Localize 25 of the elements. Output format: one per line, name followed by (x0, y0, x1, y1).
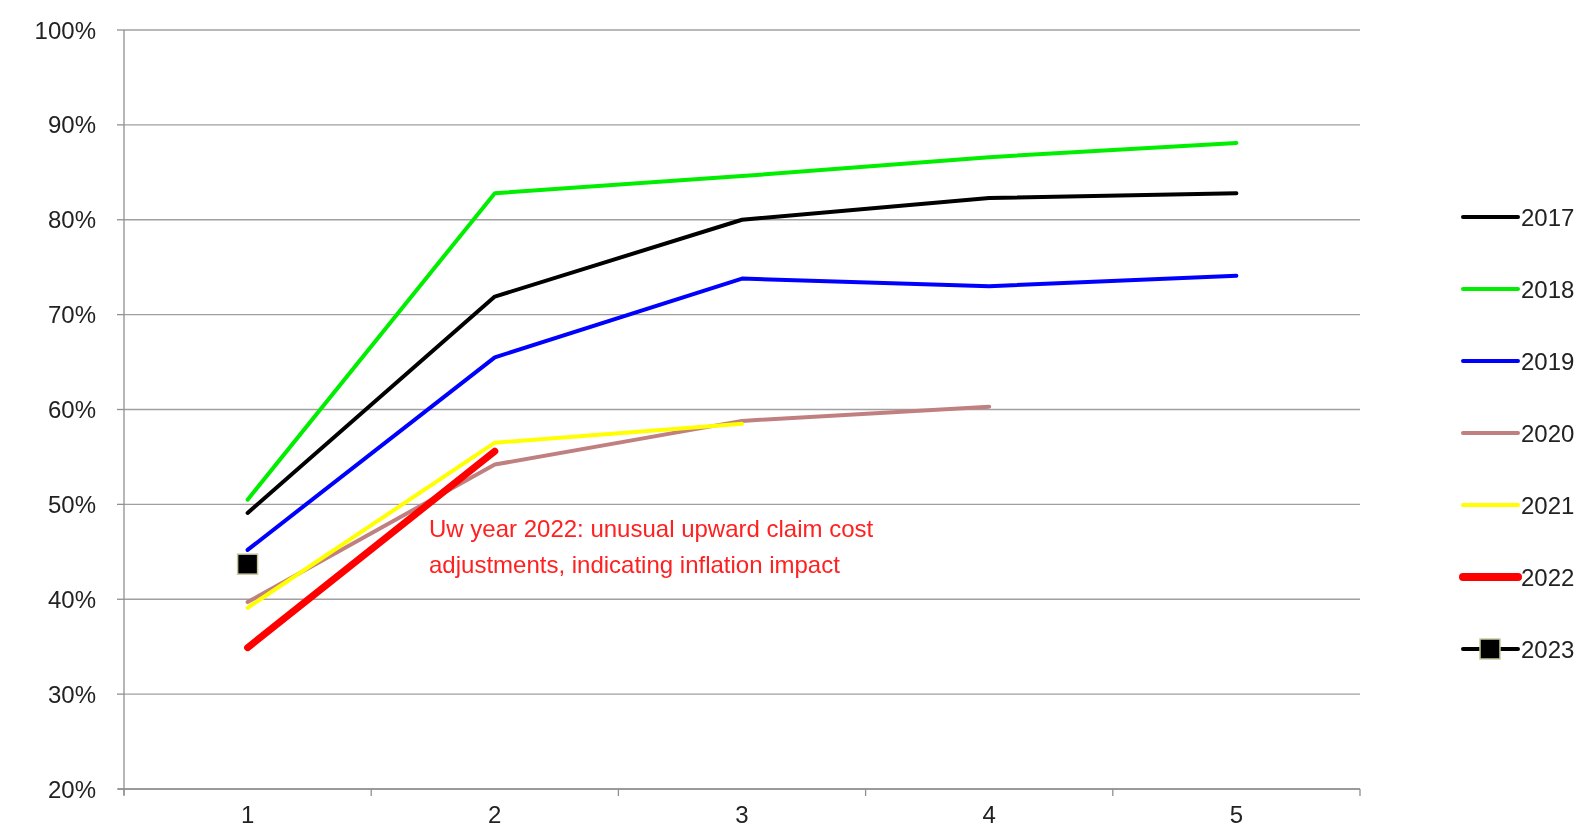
line-series (245, 191, 1239, 515)
y-tick-label: 90% (47, 111, 96, 139)
legend-label: 2023 (1521, 635, 1575, 663)
x-tick-label: 3 (735, 801, 749, 828)
annotation: Uw year 2022: unusual upward claim cost adjustments, indicating inflation impact (429, 515, 874, 578)
y-tick-label: 80% (47, 206, 96, 234)
y-tick-label: 50% (47, 490, 96, 518)
x-tick-label: 2 (488, 801, 502, 828)
line-series (245, 273, 1239, 552)
x-tick-label: 4 (982, 801, 996, 828)
y-tick-label: 20% (47, 775, 96, 803)
y-tick-label: 100% (34, 16, 96, 44)
y-tick-label: 30% (47, 680, 96, 708)
x-tick-label: 5 (1229, 801, 1244, 828)
legend-label: 2022 (1521, 563, 1575, 591)
y-tick-label: 60% (47, 396, 96, 423)
legend-label: 2017 (1521, 203, 1575, 231)
y-tick-label: 70% (47, 301, 96, 329)
legend-label: 2021 (1521, 491, 1575, 519)
line-series (245, 140, 1239, 502)
y-tick-label: 40% (47, 585, 96, 613)
x-tick-label: 1 (240, 801, 255, 828)
legend-label: 2018 (1521, 275, 1575, 303)
legend-label: 2019 (1521, 347, 1575, 375)
legend-label: 2020 (1521, 419, 1575, 447)
